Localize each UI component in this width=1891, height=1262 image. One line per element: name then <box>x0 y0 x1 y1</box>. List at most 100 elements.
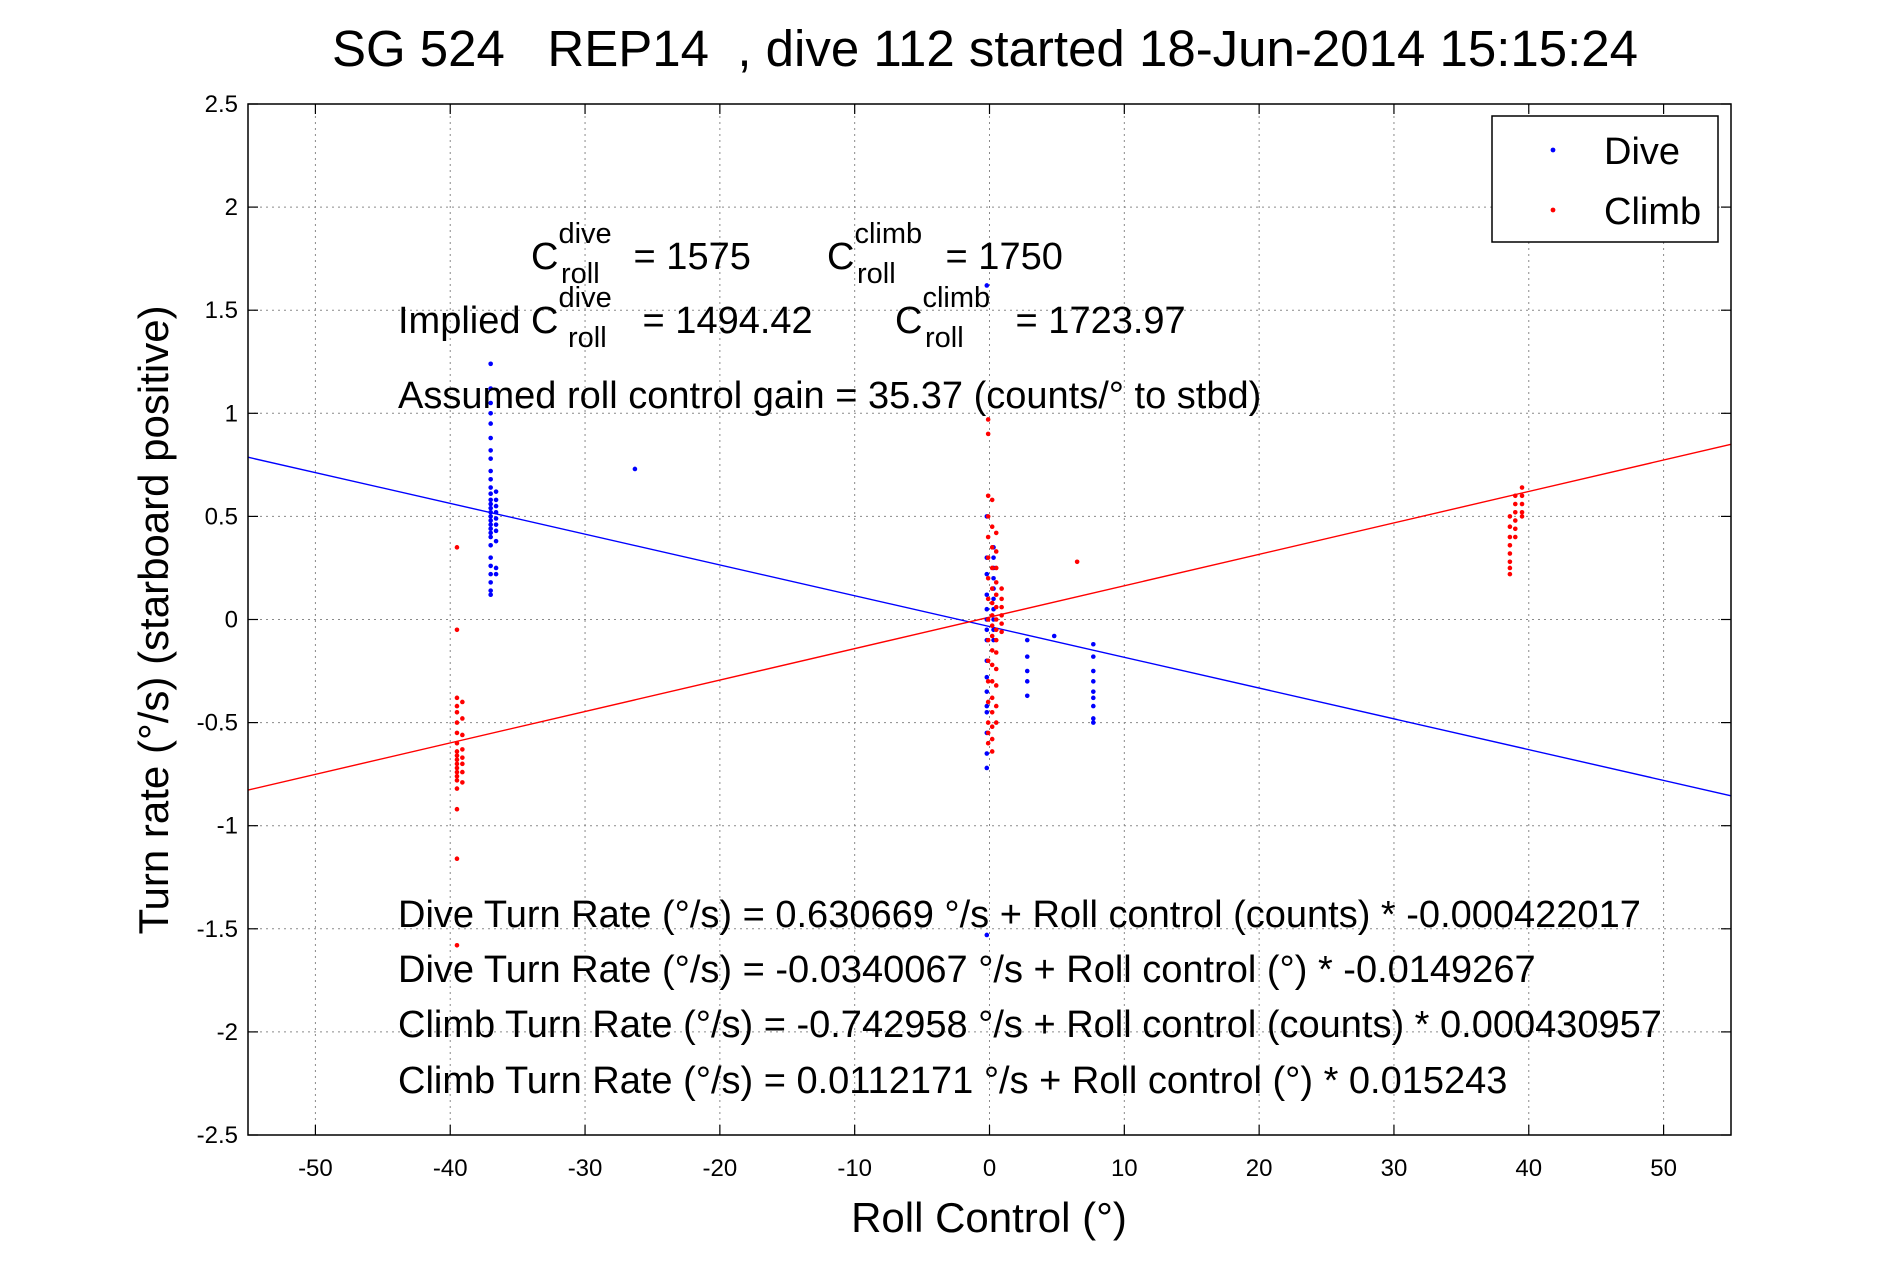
climb-point <box>454 761 460 767</box>
x-tick-label: -10 <box>837 1155 872 1182</box>
y-tick-label: 2.5 <box>205 91 238 118</box>
climb-point <box>985 514 991 519</box>
climb-point <box>460 755 465 760</box>
implied-dive-value: = 1494.42 <box>632 300 813 342</box>
y-tick-label: -0.5 <box>197 710 238 737</box>
climb-point <box>454 695 460 701</box>
x-tick-label: 40 <box>1515 1155 1542 1182</box>
dive-point <box>1091 720 1096 725</box>
climb-point <box>989 545 995 550</box>
climb-point <box>1074 559 1080 565</box>
climb-point <box>989 662 995 668</box>
dive-point <box>991 555 996 560</box>
y-tick-label: -1 <box>217 813 238 840</box>
dive-point <box>488 476 493 482</box>
x-tick-label: 0 <box>983 1155 996 1182</box>
climb-point <box>993 617 999 622</box>
dive-point <box>984 751 990 756</box>
dive-point <box>488 571 493 577</box>
climb-point <box>985 658 991 664</box>
implied-climb-value: = 1723.97 <box>1005 300 1186 342</box>
climb-point <box>454 703 460 709</box>
climb-point <box>985 493 991 499</box>
legend-dive-label: Dive <box>1604 131 1680 173</box>
x-tick-label: 10 <box>1111 1155 1138 1182</box>
climb-point <box>454 730 460 736</box>
x-tick-label: 30 <box>1381 1155 1408 1182</box>
climb-point <box>985 596 991 602</box>
climb-point <box>460 699 465 705</box>
dive-point <box>488 580 493 585</box>
dive-point <box>1091 716 1096 721</box>
climb-point <box>999 586 1004 591</box>
climb-point <box>1507 542 1513 548</box>
dive-point <box>493 528 499 534</box>
climb-point <box>454 806 460 812</box>
gain-text: Assumed roll control gain = 35.37 (count… <box>398 375 1261 417</box>
climb-point <box>1507 565 1513 571</box>
dive-point <box>984 283 990 288</box>
climb-point <box>460 761 465 767</box>
dive-point <box>1091 695 1096 701</box>
equation-dive-degrees: Dive Turn Rate (°/s) = -0.0340067 °/s + … <box>398 949 1536 991</box>
climb-point <box>1519 509 1525 515</box>
dive-point <box>488 501 493 507</box>
climb-point <box>985 740 991 746</box>
dive-point <box>488 400 493 406</box>
climb-point <box>985 730 991 736</box>
climb-point <box>993 637 999 643</box>
y-tick-label: 0 <box>225 607 238 634</box>
dive-point <box>493 522 499 527</box>
legend-dive-marker <box>1550 147 1556 153</box>
x-tick-label: 50 <box>1650 1155 1677 1182</box>
dive-point <box>488 411 493 416</box>
y-tick-label: -1.5 <box>197 916 238 943</box>
equation-dive-counts: Dive Turn Rate (°/s) = 0.630669 °/s + Ro… <box>398 894 1641 936</box>
dive-point <box>488 530 493 536</box>
dive-point <box>1024 654 1030 659</box>
climb-point <box>999 621 1004 626</box>
climb-point <box>989 679 995 684</box>
dive-point <box>1091 703 1096 709</box>
dive-point <box>493 509 499 515</box>
c-dive-value: = 1575 <box>623 236 751 278</box>
climb-point <box>989 613 995 618</box>
dive-point <box>984 689 990 694</box>
annotation-c-roll: Cdive roll = 1575 Cclimb roll = 1750 Impli… <box>398 218 1261 417</box>
c-climb-sub: roll <box>857 258 896 290</box>
climb-point <box>993 580 999 585</box>
climb-point <box>989 565 995 571</box>
climb-point <box>454 856 460 861</box>
climb-point <box>993 666 999 672</box>
dive-point <box>488 491 493 497</box>
climb-point <box>454 757 460 763</box>
c-dive-sub: roll <box>561 258 600 290</box>
implied-prefix: Implied C <box>398 300 559 342</box>
climb-point <box>1507 559 1513 565</box>
y-tick-label: 2 <box>225 194 238 221</box>
data-points <box>454 283 1525 948</box>
climb-point <box>1512 526 1518 532</box>
climb-point <box>985 617 991 622</box>
climb-point <box>993 530 999 536</box>
implied-climb-sub: roll <box>925 322 964 354</box>
dive-point <box>488 435 493 441</box>
dive-point <box>1024 668 1030 674</box>
climb-point <box>989 724 995 730</box>
dive-point <box>493 497 499 503</box>
climb-point <box>454 627 460 633</box>
x-tick-labels: -50 -40 -30 -20 -10 0 10 20 30 40 50 <box>298 1155 1677 1182</box>
climb-point <box>999 604 1004 610</box>
climb-point <box>989 633 995 639</box>
dive-point <box>984 592 990 598</box>
climb-point <box>454 545 460 550</box>
equation-climb-degrees: Climb Turn Rate (°/s) = 0.0112171 °/s + … <box>398 1060 1507 1102</box>
climb-point <box>1519 493 1525 499</box>
dive-point <box>488 588 493 593</box>
dive-point <box>991 596 996 602</box>
climb-point <box>999 613 1004 618</box>
dive-point <box>1051 633 1057 639</box>
climb-point <box>454 778 460 783</box>
legend: Dive Climb <box>1491 115 1719 243</box>
climb-point <box>454 720 460 725</box>
